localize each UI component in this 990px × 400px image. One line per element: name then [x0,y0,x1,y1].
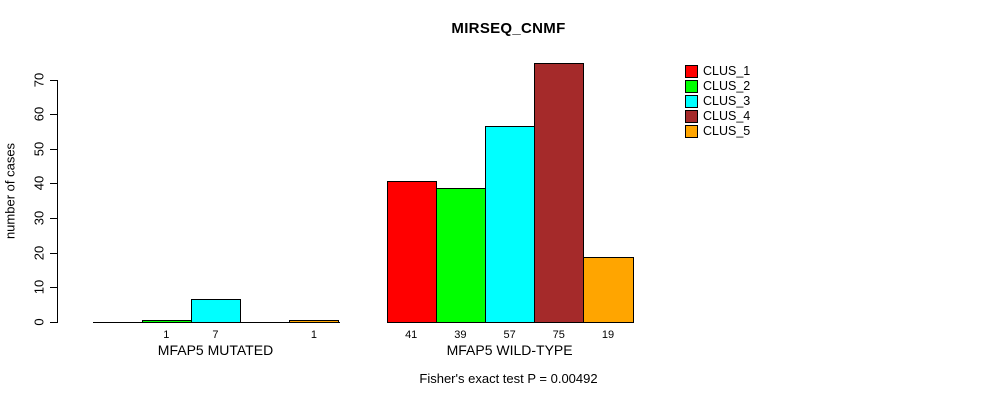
y-tick-label: 0 [31,318,47,326]
bar-value-label: 1 [310,329,317,341]
bar-value-label: 39 [454,329,467,341]
y-tick-label: 20 [31,245,47,261]
legend-row: CLUS_4 [685,109,750,124]
legend-label: CLUS_4 [703,109,751,124]
bar-clus_5-wildtype [583,257,634,323]
y-tick-mark [50,218,58,219]
legend-label: CLUS_2 [703,79,751,94]
bar-clus_3-wildtype [485,126,536,323]
bar-value-label: 7 [212,329,219,341]
legend-row: CLUS_3 [685,94,750,109]
legend-row: CLUS_5 [685,124,750,139]
bar-clus_1-wildtype [386,181,437,323]
legend-swatch-clus_2 [685,80,698,93]
y-tick-mark [50,80,58,81]
y-tick-mark [50,253,58,254]
y-tick-label: 60 [31,106,47,122]
legend-swatch-clus_4 [685,110,698,123]
bar-clus_5-mutated [289,320,340,323]
bar-clus_2-mutated [141,320,192,323]
chart-title: MIRSEQ_CNMF [451,20,566,37]
y-tick-mark [50,287,58,288]
legend-swatch-clus_3 [685,95,698,108]
legend-row: CLUS_2 [685,79,750,94]
bar-value-label: 75 [552,329,565,341]
y-tick-mark [50,149,58,150]
legend-label: CLUS_5 [703,124,751,139]
y-tick-label: 10 [31,279,47,295]
legend-row: CLUS_1 [685,64,750,79]
y-tick-mark [50,183,58,184]
legend-label: CLUS_1 [703,64,751,79]
group-label: MFAP5 WILD-TYPE [446,342,573,358]
bar-value-label: 57 [503,329,516,341]
fisher-test-annotation: Fisher's exact test P = 0.00492 [419,371,598,386]
y-tick-label: 40 [31,175,47,191]
y-tick-label: 70 [31,72,47,88]
legend: CLUS_1 CLUS_2 CLUS_3 CLUS_4 CLUS_5 [685,64,750,139]
y-axis-label: number of cases [2,142,18,240]
y-tick-mark [50,322,58,323]
legend-swatch-clus_5 [685,125,698,138]
bar-clus_3-mutated [190,299,242,323]
y-axis-line [57,80,58,323]
group-label: MFAP5 MUTATED [157,342,274,358]
y-tick-label: 30 [31,210,47,226]
bar-value-label: 1 [163,329,170,341]
bar-clus_4-wildtype [534,63,585,323]
legend-label: CLUS_3 [703,94,751,109]
bar-clus_2-wildtype [435,188,486,323]
y-tick-mark [50,114,58,115]
y-tick-label: 50 [31,141,47,157]
legend-swatch-clus_1 [685,65,698,78]
bar-value-label: 19 [601,329,615,341]
bar-value-label: 41 [405,329,418,341]
